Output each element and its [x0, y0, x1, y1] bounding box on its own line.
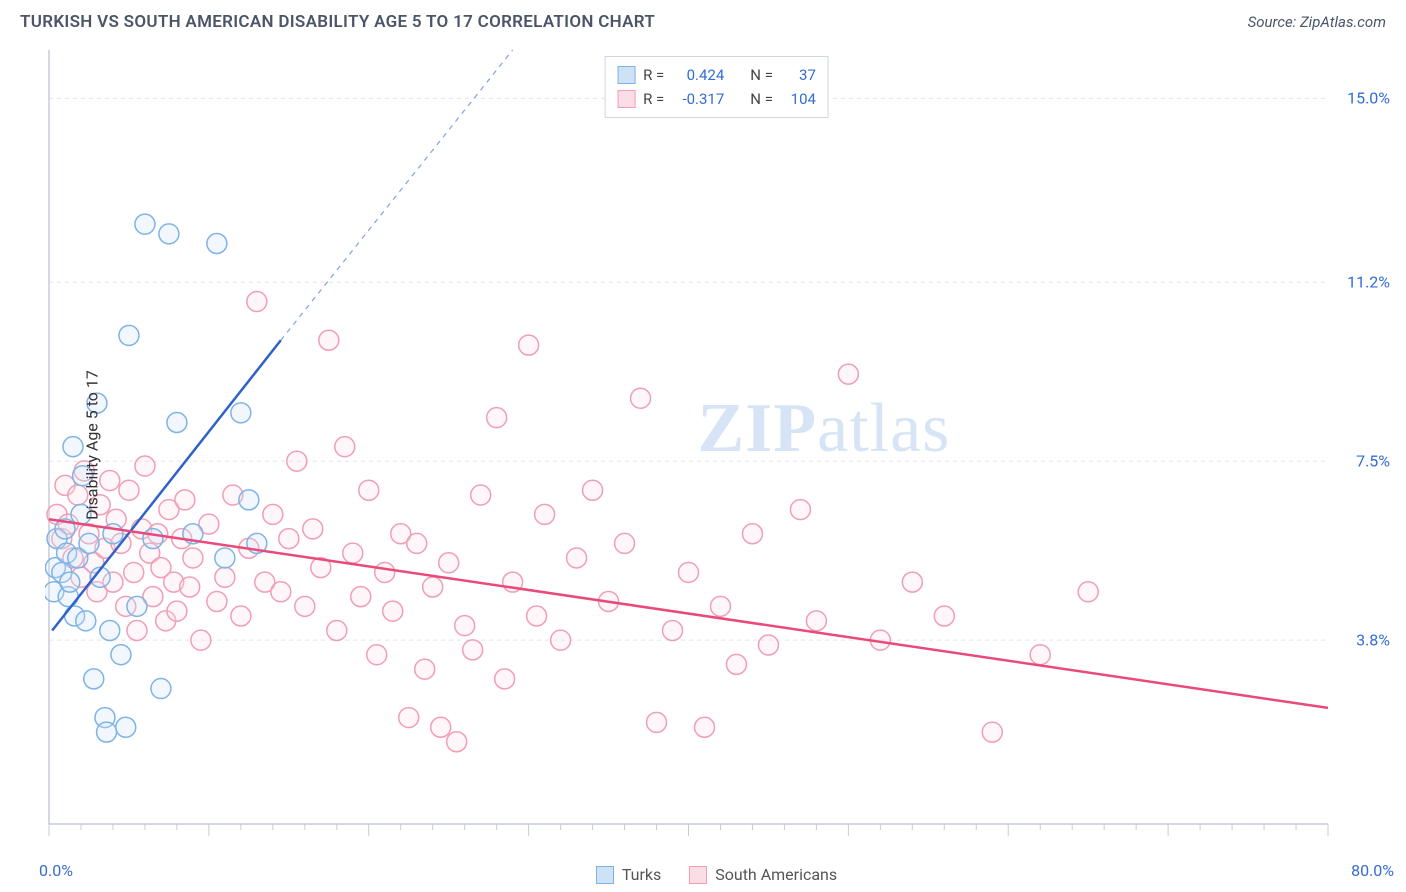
series-name: Turks: [622, 865, 661, 884]
y-tick-label: 11.2%: [1347, 273, 1390, 292]
legend-swatch: [689, 866, 707, 884]
legend-row: R = 0.424 N = 37: [617, 63, 816, 87]
legend-n-label: N =: [750, 90, 773, 108]
legend-swatch: [596, 866, 614, 884]
correlation-legend: R = 0.424 N = 37 R = -0.317 N = 104: [604, 56, 829, 118]
series-legend-item: South Americans: [689, 865, 837, 884]
series-name: South Americans: [715, 865, 837, 884]
chart-title: TURKISH VS SOUTH AMERICAN DISABILITY AGE…: [20, 12, 655, 32]
series-legend-item: Turks: [596, 865, 661, 884]
legend-r-label: R =: [643, 66, 664, 84]
scatter-plot: [45, 46, 1388, 844]
chart-source: Source: ZipAtlas.com: [1248, 13, 1386, 31]
y-axis-label: Disability Age 5 to 17: [82, 370, 101, 520]
legend-r-value: -0.317: [672, 90, 724, 108]
chart-area: Disability Age 5 to 17 ZIPatlas R =0.424…: [45, 46, 1388, 844]
legend-row: R = -0.317 N = 104: [617, 87, 816, 111]
legend-n-label: N =: [750, 66, 773, 84]
legend-swatch: [617, 90, 635, 108]
y-tick-label: 3.8%: [1356, 631, 1390, 650]
legend-r-value: 0.424: [672, 66, 724, 84]
y-tick-label: 15.0%: [1347, 89, 1390, 108]
legend-r-label: R =: [643, 90, 664, 108]
series-legend: Turks South Americans: [45, 865, 1388, 884]
legend-n-value: 104: [781, 90, 816, 108]
legend-swatch: [617, 66, 635, 84]
legend-n-value: 37: [781, 66, 816, 84]
y-tick-label: 7.5%: [1356, 452, 1390, 471]
